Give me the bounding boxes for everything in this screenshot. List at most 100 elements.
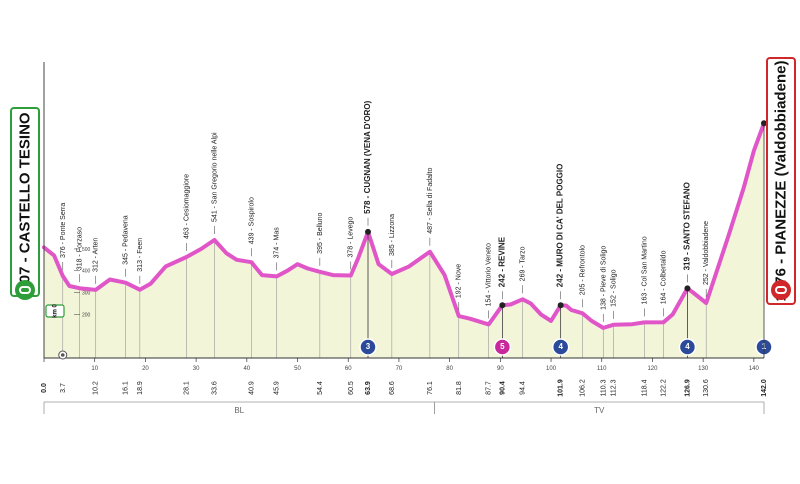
climb-category-label: 4	[558, 342, 563, 351]
km0-label: km 0	[53, 304, 59, 318]
km-tick-label: 130	[698, 366, 709, 372]
location-label: 376 - Ponte Serra	[60, 203, 67, 258]
location-label: 319 - SANTO STEFANO	[682, 182, 691, 270]
climb-category-badge	[678, 338, 697, 356]
location-label: 439 - Sospirolo	[248, 197, 255, 244]
km-tick-label: 100	[546, 366, 557, 372]
km-distance-label: 106.2	[579, 379, 586, 397]
location-label: 242 - MURO DI CA' DEL POGGIO	[556, 164, 565, 288]
location-label: 242 - REVINE	[497, 236, 506, 287]
km-tick-label: 30	[193, 366, 200, 372]
altitude-tick-label: 300	[82, 291, 91, 297]
climb-category-label: 3	[366, 342, 371, 351]
km-distance-label: 63.9	[365, 381, 372, 395]
km-tick-label: 80	[446, 366, 453, 372]
km-distance-label: 81.8	[456, 381, 463, 395]
km-distance-label: 16.1	[123, 381, 130, 395]
km-distance-label: 10.2	[93, 381, 100, 395]
km-distance-label: 130.6	[703, 379, 710, 397]
location-label: 205 - Refrontolo	[579, 245, 586, 295]
km-labels-layer: 0.0 3.7 10.2 16.1 18.9 28.1 33.6 40.9 45.9 54.4 60…	[41, 379, 768, 397]
km-tick-label: 120	[647, 366, 658, 372]
location-label: 578 - CUGNAN (VENA D'ORO)	[363, 100, 372, 214]
km-distance-label: 112.3	[610, 379, 617, 396]
location-labels-layer: 376 - Ponte Serra 318 - Forzaso 312 - Arte…	[60, 100, 710, 310]
climb-category-label: 5	[500, 342, 505, 351]
climb-category-badge	[551, 338, 570, 356]
location-label: 269 - Tarzo	[520, 246, 527, 281]
location-label: 163 - Col San Martino	[641, 236, 648, 304]
profile-area-layer	[44, 123, 764, 358]
location-label: 252 - Valdobbiadene	[703, 221, 710, 285]
km-tick-label: 20	[142, 366, 149, 372]
km-tick-label: 50	[294, 366, 301, 372]
km-distance-label: 0.0	[41, 383, 48, 393]
km-distance-label: 142.0	[761, 379, 768, 397]
km-distance-label: 33.6	[211, 381, 218, 395]
altitude-tick-label: 200	[82, 312, 91, 318]
finish-flag-icon	[771, 280, 791, 300]
altitude-tick-label: 500	[82, 247, 91, 253]
km-distance-label: 90.4	[499, 381, 506, 395]
start-location-box: 507 - CASTELLO TESINO	[10, 107, 40, 297]
km-distance-label: 45.9	[274, 381, 281, 395]
misc-layer: km 0	[43, 62, 68, 360]
location-label: 487 - Sella di Fadalto	[427, 167, 434, 233]
km-distance-label: 94.4	[520, 381, 527, 395]
start-flag-icon	[15, 280, 35, 300]
climb-category-label: 4	[685, 342, 690, 351]
start-location-label: 507 - CASTELLO TESINO	[16, 112, 34, 292]
altitude-ticks-layer: 200 300 400 500	[74, 247, 91, 318]
region-label: BL	[234, 406, 244, 415]
location-label: 192 - Nove	[456, 264, 463, 298]
km-distance-label: 122.2	[661, 379, 668, 397]
km0-box	[45, 304, 65, 318]
location-label: 312 - Arten	[93, 238, 100, 272]
profile-area	[44, 123, 764, 358]
climb-summit-dot	[684, 285, 691, 292]
km-tick-label: 140	[749, 366, 760, 372]
location-label: 385 - Lizzona	[389, 214, 396, 256]
km-distance-label: 118.4	[641, 379, 648, 396]
climb-category-badge	[359, 338, 377, 356]
km-tick-label: 60	[345, 366, 352, 372]
km-distance-label: 87.7	[486, 381, 493, 395]
location-label: 463 - Cesiomaggiore	[183, 174, 190, 239]
km-distance-label: 18.9	[137, 381, 144, 395]
km-distance-label: 126.9	[684, 379, 691, 397]
finish-location-label: 1076 - PIANEZZE (Valdobbiadene)	[772, 60, 790, 302]
location-label: 313 - Feen	[137, 238, 144, 272]
km-tick-label: 10	[91, 366, 98, 372]
km-tick-label: 90	[497, 366, 504, 372]
climb-category-badge	[493, 338, 512, 356]
location-label: 541 - San Gregorio nelle Alpi	[211, 132, 218, 222]
location-label: 345 - Pedavena	[123, 215, 130, 265]
km-distance-label: 54.4	[317, 381, 324, 395]
km-distance-label: 60.5	[348, 381, 355, 395]
km-distance-label: 101.9	[558, 379, 565, 397]
location-label: 152 - Soligo	[610, 269, 617, 306]
location-label: 138 - Pieve di Soligo	[600, 246, 607, 310]
climb-markers-layer: 35441	[359, 120, 773, 358]
km-axis-layer: 10 20 30 40 50 60 70 80 90 100 110 120 130 140	[43, 357, 764, 372]
altitude-tick-label: 400	[82, 269, 91, 275]
km-distance-label: 76.1	[427, 381, 434, 395]
climb-summit-dot	[557, 302, 564, 309]
intermediate-point-dot	[60, 353, 65, 357]
km-tick-label: 70	[396, 366, 403, 372]
km-distance-label: 110.3	[600, 379, 607, 396]
location-label: 395 - Belluno	[317, 212, 324, 253]
location-label: 164 - Colbertaldo	[661, 250, 668, 304]
climb-summit-dot	[365, 228, 371, 235]
km-distance-label: 40.9	[248, 381, 255, 395]
region-label: TV	[594, 406, 605, 415]
climb-summit-dot	[499, 302, 506, 309]
region-layer: BL TV	[43, 401, 765, 415]
finish-location-box: 1076 - PIANEZZE (Valdobbiadene)	[766, 57, 796, 305]
profile-line-layer	[42, 121, 766, 330]
profile-line	[42, 121, 766, 330]
km-tick-label: 110	[597, 366, 607, 372]
location-label: 154 - Vittorio Veneto	[486, 243, 493, 306]
location-label: 374 - Mas	[274, 227, 281, 259]
